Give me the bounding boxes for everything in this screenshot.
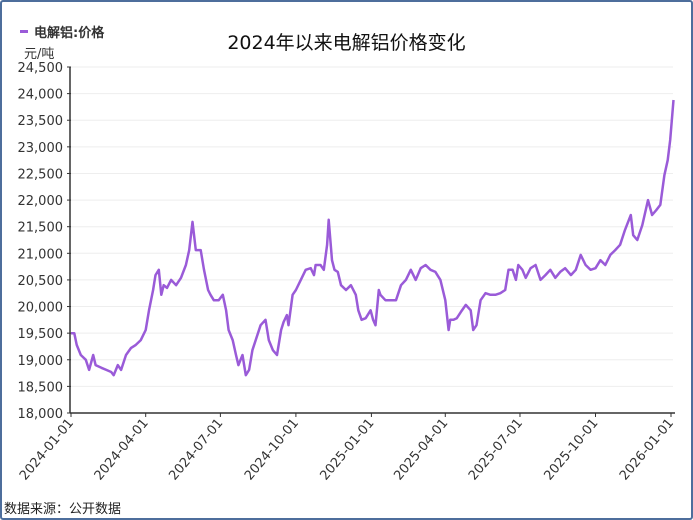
x-tick-label: 2026-01-01 bbox=[617, 416, 677, 484]
y-tick-label: 19,000 bbox=[18, 354, 64, 369]
legend: 电解铝:价格 bbox=[20, 22, 104, 41]
y-tick-label: 20,000 bbox=[18, 301, 64, 316]
y-tick-label: 24,000 bbox=[18, 88, 64, 103]
series-line-aluminum-price bbox=[71, 99, 675, 377]
y-tick-label: 21,500 bbox=[18, 221, 64, 236]
y-tick-label: 20,500 bbox=[18, 274, 64, 289]
y-axis-unit: 元/吨 bbox=[24, 47, 55, 62]
y-tick-label: 18,500 bbox=[18, 380, 64, 395]
x-tick-label: 2025-10-01 bbox=[541, 416, 601, 484]
legend-swatch bbox=[20, 30, 28, 33]
legend-label: 电解铝:价格 bbox=[34, 26, 105, 41]
y-tick-label: 18,000 bbox=[18, 407, 64, 422]
x-tick-label: 2024-10-01 bbox=[242, 416, 302, 484]
data-source: 数据来源：公开数据 bbox=[4, 502, 122, 517]
y-tick-label: 24,500 bbox=[18, 61, 64, 76]
y-tick-label: 22,000 bbox=[18, 194, 64, 209]
chart-title: 2024年以来电解铝价格变化 bbox=[227, 32, 466, 54]
y-tick-label: 19,500 bbox=[18, 327, 64, 342]
x-tick-label: 2025-01-01 bbox=[317, 416, 377, 484]
x-tick-label: 2025-07-01 bbox=[466, 416, 526, 484]
x-tick-label: 2024-04-01 bbox=[92, 416, 152, 484]
x-tick-label: 2024-01-01 bbox=[17, 416, 77, 484]
y-tick-label: 22,500 bbox=[18, 167, 64, 182]
y-tick-label: 21,000 bbox=[18, 247, 64, 262]
x-tick-label: 2024-07-01 bbox=[166, 416, 226, 484]
y-tick-label: 23,500 bbox=[18, 114, 64, 129]
x-tick-label: 2025-04-01 bbox=[391, 416, 451, 484]
y-tick-label: 23,000 bbox=[18, 141, 64, 156]
